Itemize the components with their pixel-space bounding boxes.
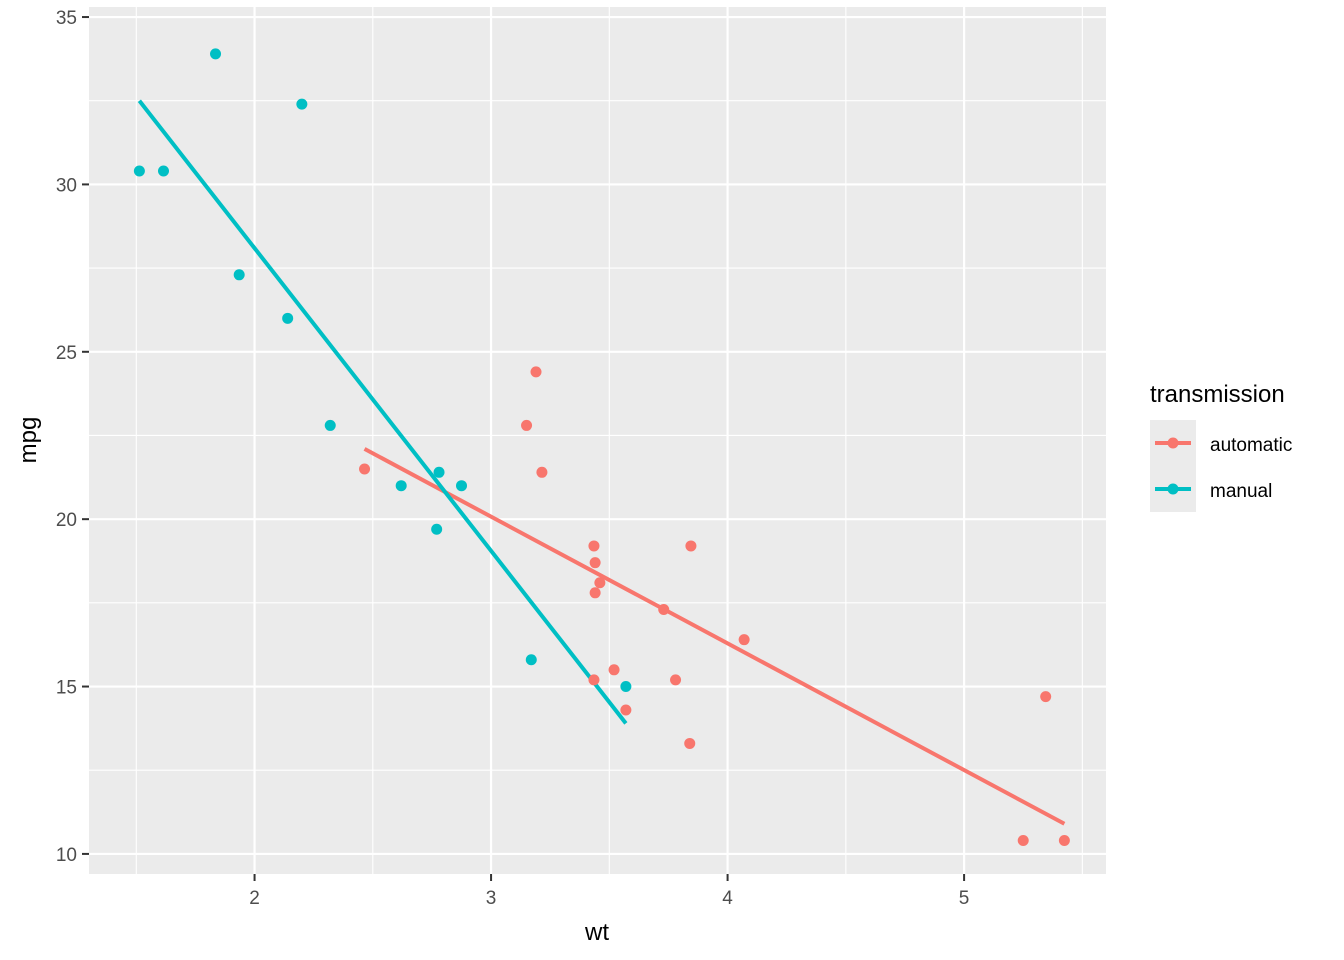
legend-key-point-automatic xyxy=(1167,437,1179,449)
point-manual xyxy=(395,480,407,492)
point-manual xyxy=(525,654,537,666)
fit-line-manual xyxy=(137,99,628,725)
point-automatic xyxy=(536,466,548,478)
point-automatic xyxy=(684,737,696,749)
point-manual xyxy=(620,681,632,693)
y-tick-label: 15 xyxy=(56,678,77,699)
y-axis: 10 15 20 25 30 35 xyxy=(56,8,89,866)
point-automatic xyxy=(530,366,542,378)
legend-label-automatic: automatic xyxy=(1210,435,1292,456)
point-manual xyxy=(433,466,445,478)
point-automatic xyxy=(589,587,601,599)
point-manual xyxy=(296,98,308,110)
point-automatic xyxy=(588,674,600,686)
x-axis-title: wt xyxy=(584,919,609,946)
legend-title: transmission xyxy=(1150,381,1285,408)
point-manual xyxy=(158,165,170,177)
x-axis: 2 3 4 5 xyxy=(249,874,969,909)
y-tick-label: 25 xyxy=(56,343,77,364)
point-automatic xyxy=(588,540,600,552)
y-tick-label: 10 xyxy=(56,845,77,866)
point-automatic xyxy=(685,540,697,552)
point-manual xyxy=(133,165,145,177)
point-automatic xyxy=(670,674,682,686)
x-tick-label: 2 xyxy=(249,888,260,909)
point-automatic xyxy=(521,419,533,431)
x-tick-label: 5 xyxy=(959,888,970,909)
point-automatic xyxy=(594,577,606,589)
plot-panel xyxy=(89,7,1106,874)
data-points xyxy=(133,48,1070,847)
legend: transmission automatic manual xyxy=(1150,381,1292,512)
legend-key-point-manual xyxy=(1167,483,1179,495)
point-automatic xyxy=(589,557,601,569)
y-tick-label: 30 xyxy=(56,175,77,196)
point-automatic xyxy=(359,463,371,475)
point-manual xyxy=(456,480,468,492)
y-tick-label: 20 xyxy=(56,510,77,531)
point-automatic xyxy=(620,704,632,716)
y-tick-label: 35 xyxy=(56,8,77,29)
point-manual xyxy=(324,419,336,431)
fit-line-automatic xyxy=(363,447,1066,826)
point-manual xyxy=(210,48,222,60)
major-gridlines xyxy=(89,7,1106,874)
y-axis-title: mpg xyxy=(15,417,42,464)
point-automatic xyxy=(1040,691,1052,703)
point-manual xyxy=(282,312,294,324)
point-automatic xyxy=(608,664,620,676)
x-tick-label: 3 xyxy=(486,888,497,909)
point-manual xyxy=(431,523,443,535)
point-automatic xyxy=(1017,835,1029,847)
minor-gridlines xyxy=(89,7,1106,874)
point-manual xyxy=(233,269,245,281)
point-automatic xyxy=(738,634,750,646)
legend-keys xyxy=(1150,420,1196,512)
point-automatic xyxy=(1058,835,1070,847)
x-tick-label: 4 xyxy=(722,888,733,909)
fit-lines xyxy=(137,99,1066,826)
point-automatic xyxy=(658,604,670,616)
legend-label-manual: manual xyxy=(1210,481,1272,502)
